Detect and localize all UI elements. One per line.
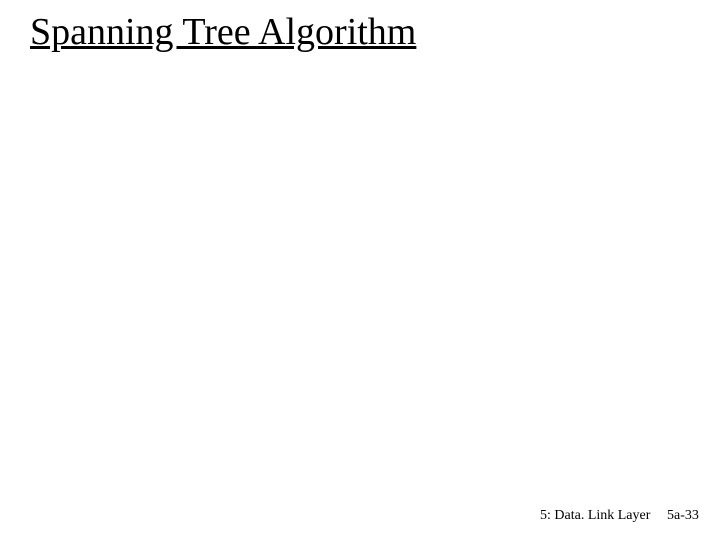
slide: Spanning Tree Algorithm 5: Data. Link La… — [0, 0, 720, 540]
slide-title: Spanning Tree Algorithm — [30, 10, 416, 54]
footer-chapter-label: 5: Data. Link Layer — [540, 508, 650, 524]
footer-page-number: 5a-33 — [667, 508, 699, 524]
